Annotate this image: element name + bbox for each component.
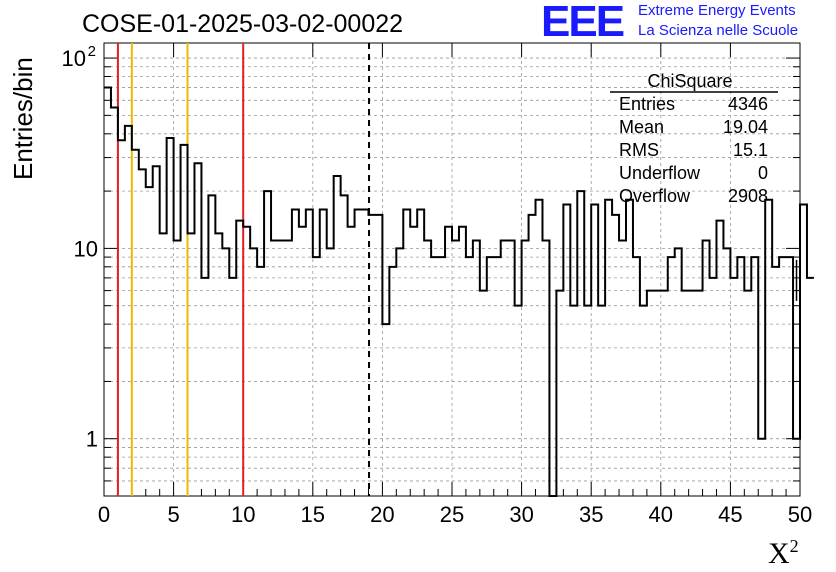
x-tick-label: 20 [370, 502, 394, 527]
y-tick-label: 1 [86, 427, 98, 452]
x-tick-label: 35 [579, 502, 603, 527]
stats-label: RMS [619, 140, 659, 160]
eee-logo-line2: La Scienza nelle Scuole [638, 22, 799, 39]
eee-logo-line1: Extreme Energy Events [638, 2, 796, 19]
histogram-series [104, 86, 814, 497]
y-tick-label: 10 [62, 46, 86, 71]
x-tick-label: 25 [440, 502, 464, 527]
y-tick-label: 10 [74, 236, 98, 261]
stats-label: Entries [619, 94, 675, 114]
x-tick-label: 15 [301, 502, 325, 527]
eee-logo: EEE [541, 0, 625, 46]
stats-box-title: ChiSquare [647, 71, 732, 91]
x-tick-label: 0 [98, 502, 110, 527]
stats-label: Underflow [619, 163, 701, 183]
y-tick-label-exponent: 2 [88, 43, 96, 60]
stats-label: Mean [619, 117, 664, 137]
stats-value: 19.04 [723, 117, 768, 137]
x-axis-label-sup: 2 [789, 536, 799, 556]
x-tick-label: 50 [788, 502, 812, 527]
stats-value: 15.1 [733, 140, 768, 160]
stats-value: 4346 [728, 94, 768, 114]
x-tick-label: 40 [649, 502, 673, 527]
x-axis-label-base: X [768, 537, 790, 570]
stats-label: Overflow [619, 186, 691, 206]
stats-value: 2908 [728, 186, 768, 206]
x-tick-label: 10 [231, 502, 255, 527]
chart-title: COSE-01-2025-03-02-00022 [82, 10, 404, 38]
x-axis-label: X2 [768, 536, 799, 571]
x-tick-label: 30 [509, 502, 533, 527]
x-tick-label: 45 [718, 502, 742, 527]
stats-value: 0 [758, 163, 768, 183]
x-tick-label: 5 [167, 502, 179, 527]
